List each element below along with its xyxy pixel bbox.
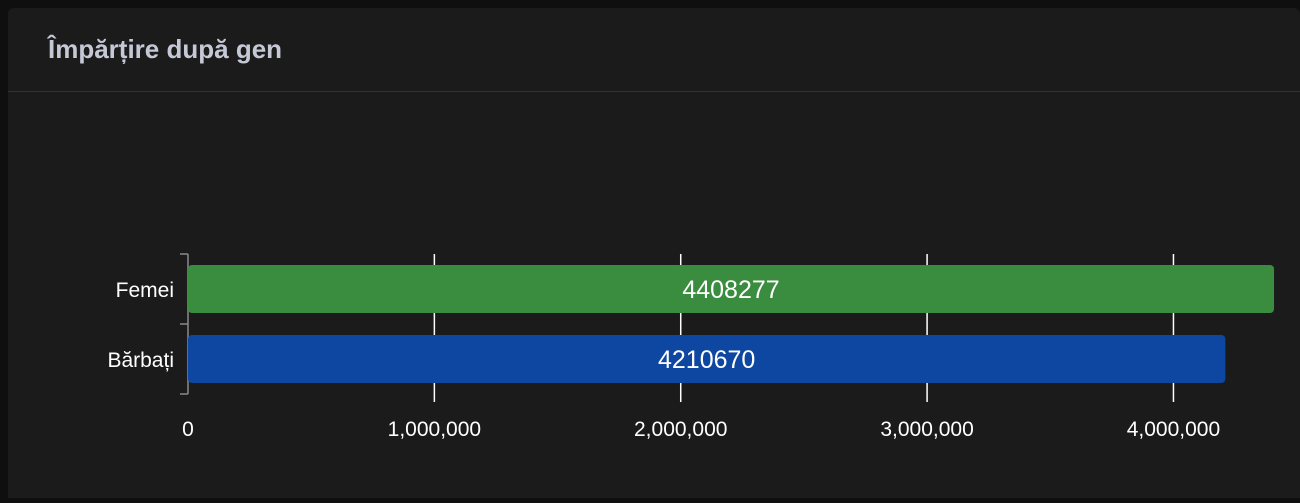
bars: 4408277 4210670 xyxy=(188,265,1275,383)
bar-value-label: 4210670 xyxy=(658,346,755,374)
x-tick-label: 2,000,000 xyxy=(634,418,727,441)
category-label: Bărbați xyxy=(107,349,174,372)
x-tick-label: 3,000,000 xyxy=(880,418,973,441)
card-header: Împărțire după gen xyxy=(8,8,1300,92)
bar-value-label: 4408277 xyxy=(682,276,779,304)
x-tick-label: 1,000,000 xyxy=(388,418,481,441)
x-tick-label: 4,000,000 xyxy=(1127,418,1220,441)
category-labels: Femei Bărbați xyxy=(107,279,174,372)
x-tick-label: 0 xyxy=(182,418,194,441)
chart-area: 4408277 4210670 Femei Bărbați 0 1,000,000 2,… xyxy=(8,92,1300,498)
card-title: Împărțire după gen xyxy=(48,34,283,64)
gender-bar-chart: 4408277 4210670 Femei Bărbați 0 1,000,000 2,… xyxy=(107,253,1275,441)
bar-femei[interactable] xyxy=(188,265,1275,313)
chart-card: Împărțire după gen 4408277 4210670 Femei B… xyxy=(8,8,1300,498)
bar-barbati[interactable] xyxy=(188,335,1226,383)
category-label: Femei xyxy=(116,279,174,302)
x-axis-ticks: 0 1,000,000 2,000,000 3,000,000 4,000,000 xyxy=(182,418,1220,441)
y-axis xyxy=(180,253,189,395)
